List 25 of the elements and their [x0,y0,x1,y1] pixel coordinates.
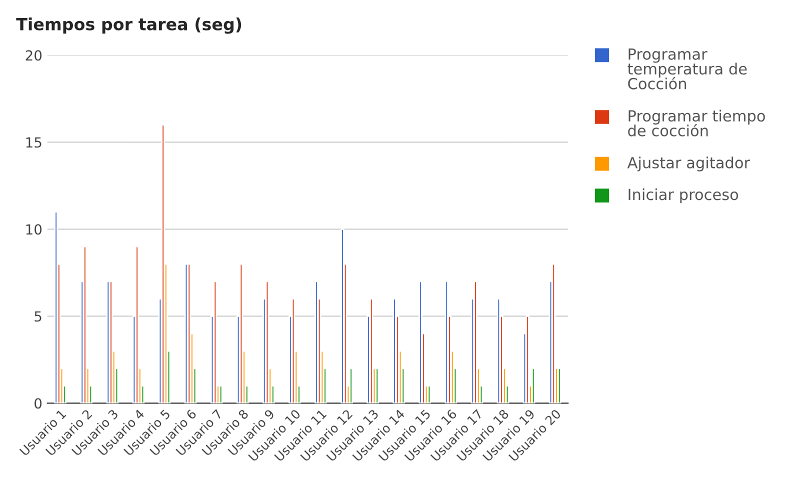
bar [474,280,478,404]
y-tick-label: 15 [26,137,42,148]
legend-label: Programar tiempo de cocción [628,110,765,136]
y-tick-label: 10 [26,224,42,235]
bar [109,280,113,404]
y-tick-label: 20 [26,50,42,61]
legend-label: Ajustar agitador [627,156,750,172]
bar [418,280,422,404]
bar [213,280,217,404]
bar [370,298,374,404]
bar [427,385,432,404]
bar [349,368,353,404]
bar [219,385,223,404]
bar [83,246,87,404]
y-tick-label: 0 [34,398,42,409]
bar [526,316,530,404]
bar [161,124,165,404]
legend-label: Programar temperatura de Cocción [628,48,747,90]
chart-title: Tiempos por tarea (seg) [16,18,242,34]
bar [375,368,379,404]
y-tick-label: 5 [34,311,42,322]
bar [558,368,562,404]
bar [531,368,536,404]
legend-label: Iniciar proceso [628,188,738,204]
bar [135,246,139,404]
